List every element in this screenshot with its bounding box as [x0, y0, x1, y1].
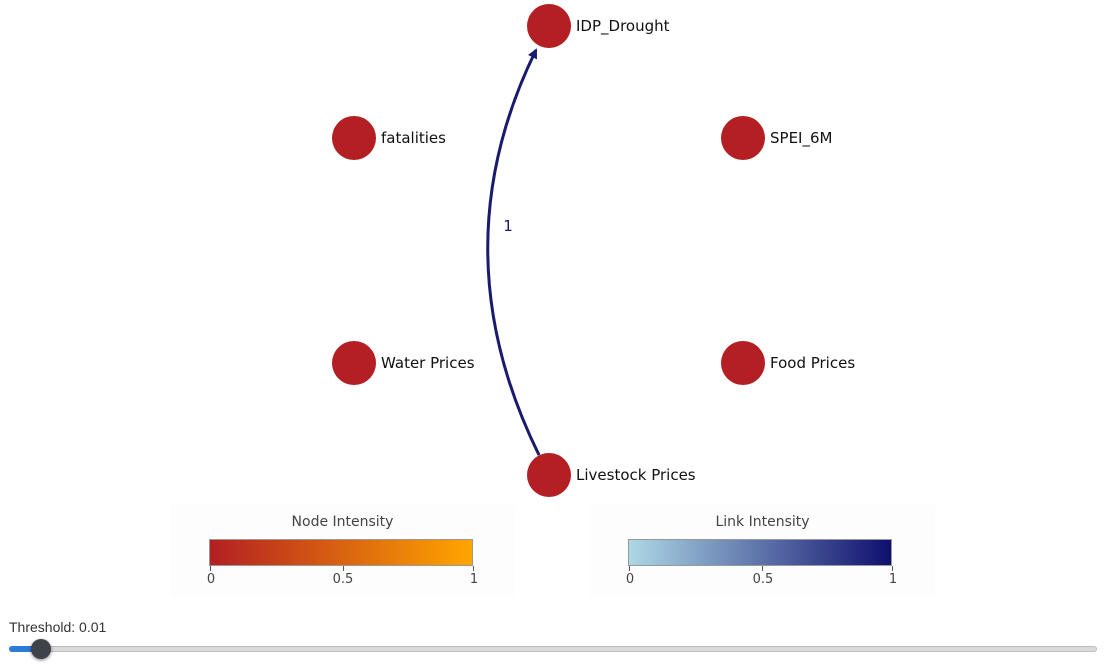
link-legend-tick-label: 1	[888, 572, 898, 587]
node-legend-tick	[473, 566, 474, 571]
node-water[interactable]	[332, 341, 376, 385]
link-legend-tick	[629, 566, 630, 571]
node-legend-tick	[343, 566, 344, 571]
node-legend-tick-label: 0	[206, 572, 216, 587]
node-idp[interactable]	[527, 4, 571, 48]
node-legend-tick-label: 1	[469, 572, 479, 587]
link-intensity-legend: Link Intensity 0 0.5 1	[590, 505, 935, 597]
network-graph: 1 IDP_Drought fatalities SPEI_6M Water Pric…	[332, 4, 855, 497]
node-fatalities[interactable]	[332, 116, 376, 160]
node-label-food: Food Prices	[770, 354, 855, 372]
node-intensity-legend: Node Intensity 0 0.5 1	[170, 505, 515, 597]
nodes-layer: IDP_Drought fatalities SPEI_6M Water Prices…	[332, 4, 855, 497]
node-legend-tick	[210, 566, 211, 571]
link-colorbar	[628, 539, 892, 566]
node-livestock[interactable]	[527, 453, 571, 497]
edges-layer: 1	[486, 48, 541, 456]
link-legend-tick-label: 0.5	[752, 572, 774, 587]
edge-label: 1	[503, 217, 513, 235]
link-legend-tick	[762, 566, 763, 571]
link-legend-title: Link Intensity	[715, 514, 810, 530]
node-legend-tick-label: 0.5	[332, 572, 354, 587]
node-label-livestock: Livestock Prices	[576, 466, 696, 484]
node-colorbar	[209, 539, 473, 566]
node-label-fatalities: fatalities	[381, 129, 446, 147]
node-food[interactable]	[721, 341, 765, 385]
node-label-idp: IDP_Drought	[576, 17, 670, 36]
node-label-spei: SPEI_6M	[770, 129, 832, 148]
threshold-slider-handle[interactable]	[30, 639, 51, 659]
node-spei[interactable]	[721, 116, 765, 160]
node-label-water: Water Prices	[381, 354, 475, 372]
threshold-slider-track[interactable]	[9, 646, 1097, 652]
threshold-label: Threshold: 0.01	[9, 619, 107, 635]
node-legend-title: Node Intensity	[291, 514, 394, 530]
link-legend-tick-label: 0	[625, 572, 635, 587]
link-legend-tick	[892, 566, 893, 571]
edge-livestock-idp[interactable]	[486, 48, 541, 456]
threshold-slider-fill	[9, 646, 41, 652]
